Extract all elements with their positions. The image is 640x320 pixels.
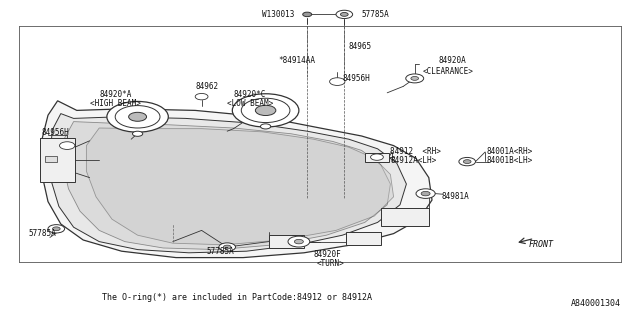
Circle shape bbox=[52, 227, 60, 231]
Text: 84001B<LH>: 84001B<LH> bbox=[486, 156, 532, 165]
Text: 84956H: 84956H bbox=[342, 74, 370, 83]
Bar bbox=[269, 235, 304, 248]
Circle shape bbox=[115, 106, 160, 128]
Circle shape bbox=[241, 98, 290, 123]
Circle shape bbox=[288, 236, 310, 247]
Text: The O-ring(*) are included in PartCode:84912 or 84912A: The O-ring(*) are included in PartCode:8… bbox=[102, 293, 372, 302]
Circle shape bbox=[459, 157, 476, 166]
Circle shape bbox=[255, 105, 276, 116]
Circle shape bbox=[411, 76, 419, 80]
Text: 84912A<LH>: 84912A<LH> bbox=[390, 156, 436, 165]
Circle shape bbox=[340, 12, 348, 16]
Text: <HIGH BEAM>: <HIGH BEAM> bbox=[90, 100, 140, 108]
Text: 57785A: 57785A bbox=[207, 247, 235, 256]
Circle shape bbox=[107, 101, 168, 132]
Text: FRONT: FRONT bbox=[528, 240, 554, 249]
Text: A840001304: A840001304 bbox=[571, 300, 621, 308]
Text: 84920*C: 84920*C bbox=[234, 90, 266, 99]
Bar bbox=[365, 153, 389, 162]
Circle shape bbox=[421, 191, 430, 196]
Circle shape bbox=[294, 239, 303, 244]
Circle shape bbox=[219, 243, 236, 251]
Circle shape bbox=[232, 94, 299, 127]
Text: 84981A: 84981A bbox=[442, 192, 469, 201]
Text: 57785A: 57785A bbox=[29, 229, 56, 238]
Circle shape bbox=[132, 131, 143, 136]
Polygon shape bbox=[63, 122, 390, 250]
Circle shape bbox=[129, 112, 147, 121]
Text: 84920F: 84920F bbox=[314, 250, 341, 259]
Circle shape bbox=[303, 12, 312, 17]
Circle shape bbox=[330, 78, 345, 85]
Circle shape bbox=[416, 189, 435, 198]
Circle shape bbox=[371, 154, 383, 160]
Circle shape bbox=[223, 245, 231, 249]
Bar bbox=[40, 138, 75, 182]
Text: 84920*A: 84920*A bbox=[99, 90, 132, 99]
Text: *84914AA: *84914AA bbox=[278, 56, 316, 65]
Polygon shape bbox=[86, 128, 394, 245]
Text: W130013: W130013 bbox=[262, 10, 294, 19]
Text: <TURN>: <TURN> bbox=[317, 259, 344, 268]
Text: 57785A: 57785A bbox=[362, 10, 389, 19]
Text: <CLEARANCE>: <CLEARANCE> bbox=[422, 68, 473, 76]
Text: 84920A: 84920A bbox=[438, 56, 466, 65]
Circle shape bbox=[48, 225, 65, 233]
Text: 84001A<RH>: 84001A<RH> bbox=[486, 148, 532, 156]
Circle shape bbox=[406, 74, 424, 83]
Polygon shape bbox=[42, 101, 432, 258]
Text: 84956H: 84956H bbox=[42, 128, 69, 137]
Circle shape bbox=[195, 93, 208, 100]
Bar bbox=[346, 232, 381, 245]
Text: <LOW BEAM>: <LOW BEAM> bbox=[227, 100, 273, 108]
Text: 84965: 84965 bbox=[349, 42, 372, 51]
Circle shape bbox=[260, 124, 271, 129]
Circle shape bbox=[60, 142, 75, 149]
Polygon shape bbox=[50, 114, 406, 253]
Bar bbox=[45, 156, 57, 162]
Circle shape bbox=[336, 10, 353, 19]
Circle shape bbox=[463, 160, 471, 164]
Bar bbox=[381, 208, 429, 226]
Text: 84912  <RH>: 84912 <RH> bbox=[390, 148, 441, 156]
Text: 84962: 84962 bbox=[195, 82, 218, 91]
